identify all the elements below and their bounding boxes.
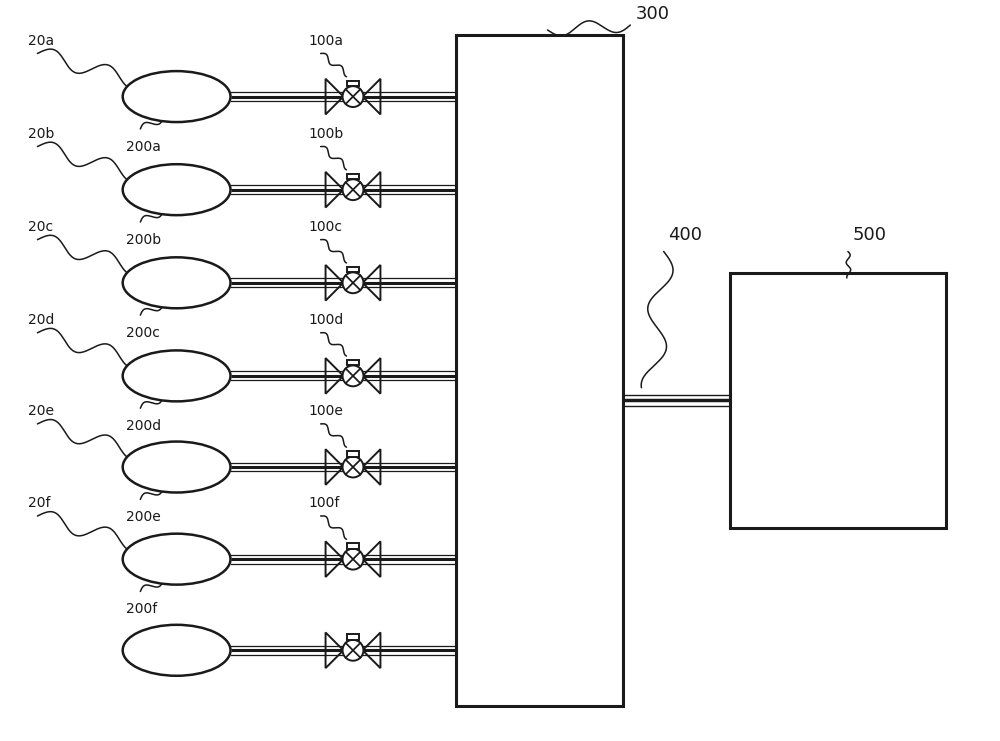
Circle shape	[343, 640, 363, 661]
Bar	[347, 634, 359, 640]
Ellipse shape	[123, 350, 230, 402]
Text: 100f: 100f	[309, 496, 340, 510]
Text: 200c: 200c	[126, 326, 160, 340]
Circle shape	[343, 456, 363, 477]
Circle shape	[343, 549, 363, 570]
Text: 100c: 100c	[309, 220, 343, 234]
Text: 100d: 100d	[309, 313, 344, 327]
Text: 20f: 20f	[28, 496, 50, 510]
Bar	[456, 35, 622, 706]
Text: 20a: 20a	[28, 33, 54, 47]
Text: 20e: 20e	[28, 404, 54, 418]
Ellipse shape	[123, 257, 230, 308]
Ellipse shape	[123, 625, 230, 676]
Text: 100a: 100a	[309, 33, 344, 47]
Circle shape	[343, 365, 363, 386]
Bar	[347, 267, 359, 273]
Bar	[347, 543, 359, 549]
Text: 20c: 20c	[28, 220, 53, 234]
Text: 20b: 20b	[28, 127, 54, 141]
Ellipse shape	[123, 71, 230, 122]
Text: 20d: 20d	[28, 313, 54, 327]
Circle shape	[343, 179, 363, 200]
Text: 200e: 200e	[126, 510, 160, 524]
Ellipse shape	[123, 442, 230, 493]
Text: 300: 300	[635, 5, 669, 23]
Text: 200f: 200f	[126, 602, 157, 617]
Bar	[730, 273, 946, 528]
Text: 200b: 200b	[126, 233, 161, 247]
Ellipse shape	[123, 534, 230, 585]
Bar	[347, 81, 359, 86]
Bar	[347, 174, 359, 179]
Text: 100b: 100b	[309, 127, 344, 141]
Bar	[347, 451, 359, 456]
Bar	[347, 360, 359, 365]
Text: 100e: 100e	[309, 404, 344, 418]
Text: 500: 500	[853, 225, 887, 244]
Ellipse shape	[123, 165, 230, 215]
Text: 200a: 200a	[126, 140, 161, 153]
Text: 400: 400	[669, 225, 703, 244]
Circle shape	[343, 86, 363, 107]
Text: 200d: 200d	[126, 419, 161, 433]
Circle shape	[343, 273, 363, 293]
